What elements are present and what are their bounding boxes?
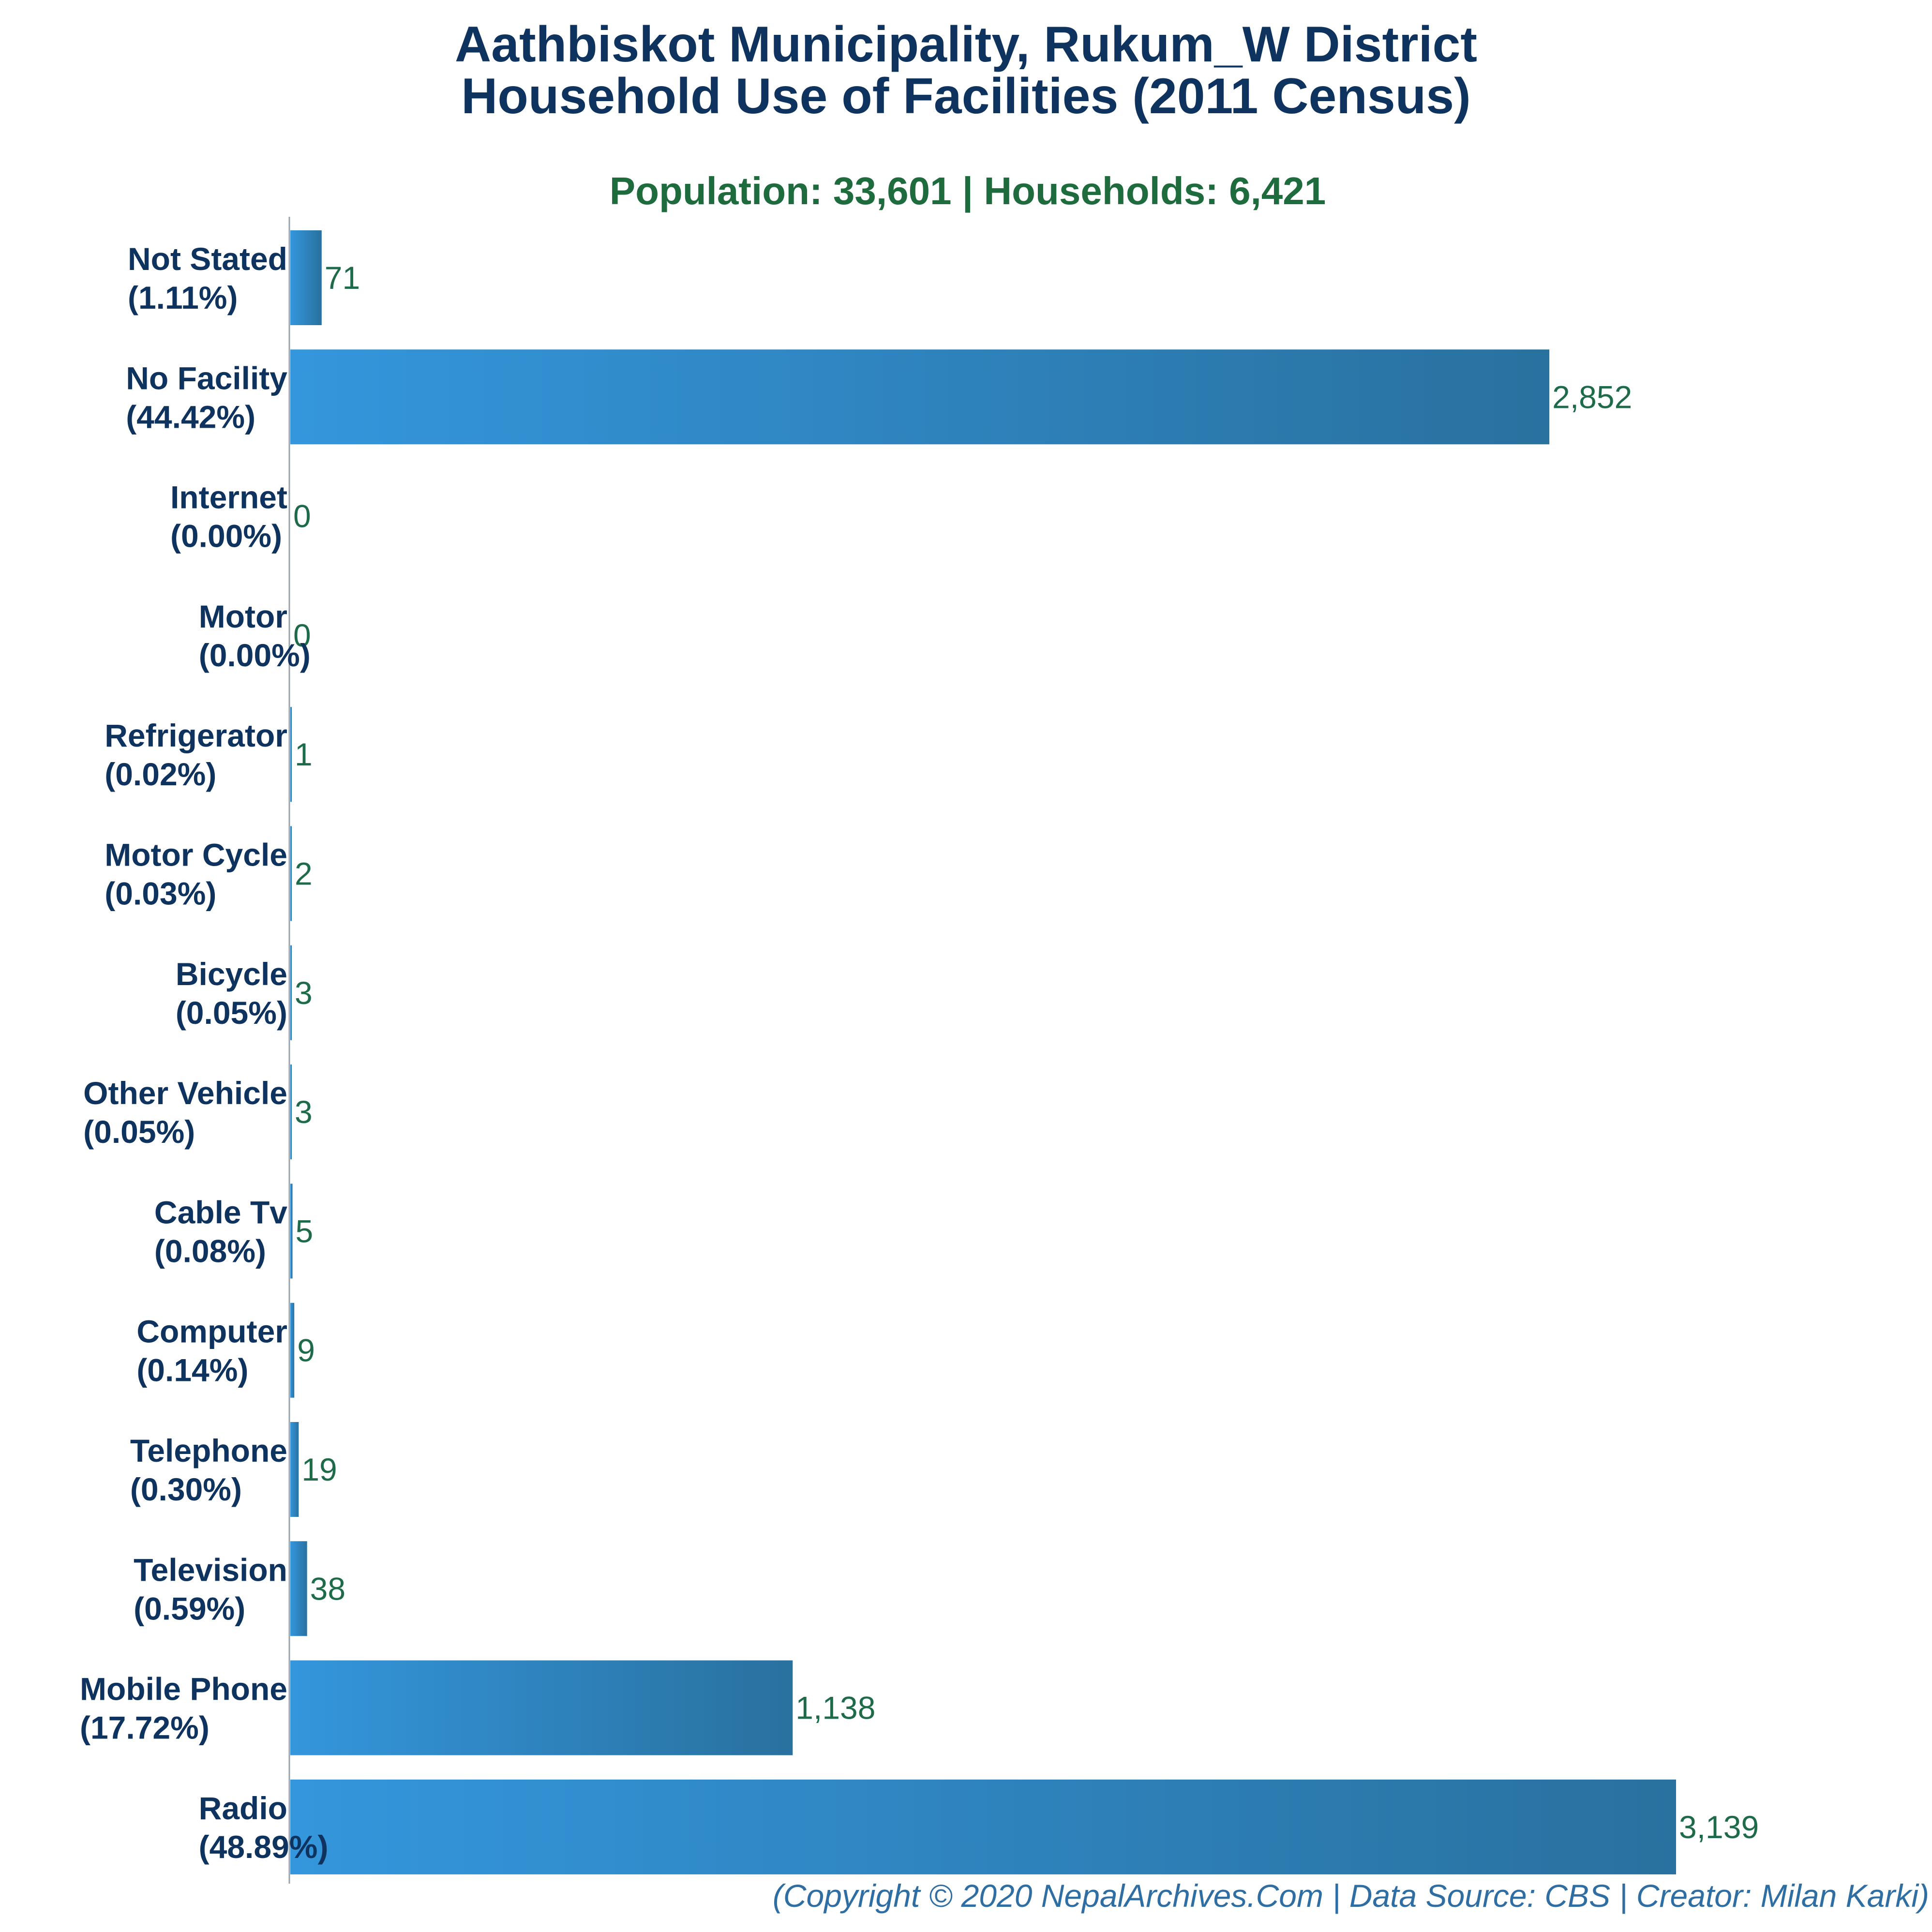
bar-motor-cycle bbox=[290, 826, 292, 921]
bar-refrigerator bbox=[290, 707, 292, 802]
value-label-other-vehicle: 3 bbox=[295, 1094, 313, 1130]
category-label-bicycle: Bicycle (0.05%) bbox=[176, 956, 287, 1031]
value-label-internet: 0 bbox=[293, 498, 311, 534]
value-label-radio: 3,139 bbox=[1679, 1809, 1759, 1845]
category-label-refrigerator: Refrigerator (0.02%) bbox=[105, 718, 287, 792]
bar-television bbox=[290, 1541, 307, 1636]
category-label-motor-cycle: Motor Cycle (0.03%) bbox=[105, 837, 287, 912]
value-label-cable-tv: 5 bbox=[296, 1213, 314, 1249]
category-label-mobile-phone: Mobile Phone (17.72%) bbox=[80, 1671, 287, 1746]
bar-computer bbox=[290, 1303, 295, 1398]
value-label-no-facility: 2,852 bbox=[1552, 379, 1632, 415]
category-label-other-vehicle: Other Vehicle (0.05%) bbox=[83, 1075, 287, 1150]
bar-not-stated bbox=[290, 230, 322, 325]
value-label-refrigerator: 1 bbox=[295, 736, 313, 772]
chart-title-line-1: Aathbiskot Municipality, Rukum_W Distric… bbox=[455, 16, 1477, 73]
value-label-television: 38 bbox=[310, 1571, 345, 1606]
category-label-internet: Internet (0.00%) bbox=[170, 479, 287, 554]
value-label-bicycle: 3 bbox=[295, 975, 313, 1011]
value-label-computer: 9 bbox=[297, 1333, 315, 1368]
bar-other-vehicle bbox=[290, 1064, 292, 1160]
value-label-motor-cycle: 2 bbox=[295, 856, 313, 892]
bar-no-facility bbox=[290, 349, 1550, 445]
bar-mobile-phone bbox=[290, 1660, 793, 1755]
category-label-computer: Computer (0.14%) bbox=[136, 1314, 287, 1388]
category-label-motor: Motor (0.00%) bbox=[199, 599, 311, 673]
category-label-cable-tv: Cable Tv (0.08%) bbox=[154, 1194, 287, 1269]
bar-radio bbox=[290, 1779, 1676, 1874]
bar-cable-tv bbox=[290, 1183, 293, 1279]
chart-subtitle: Population: 33,601 | Households: 6,421 bbox=[609, 169, 1326, 212]
value-label-telephone: 19 bbox=[301, 1452, 337, 1487]
value-label-motor: 0 bbox=[293, 617, 311, 653]
bars-group: 71 Not Stated (1.11%) 2,852 No Facility (44.4… bbox=[80, 230, 1759, 1874]
bar-telephone bbox=[290, 1422, 299, 1517]
category-label-no-facility: No Facility (44.42%) bbox=[126, 360, 287, 434]
category-label-radio: Radio (48.89%) bbox=[199, 1790, 329, 1865]
chart-title-line-2: Household Use of Facilities (2011 Census… bbox=[461, 68, 1471, 124]
value-label-mobile-phone: 1,138 bbox=[795, 1690, 875, 1726]
category-label-telephone: Telephone (0.30%) bbox=[130, 1433, 287, 1507]
value-label-not-stated: 71 bbox=[325, 260, 360, 296]
category-label-not-stated: Not Stated (1.11%) bbox=[128, 241, 287, 315]
copyright-footer: (Copyright © 2020 NepalArchives.Com | Da… bbox=[772, 1878, 1929, 1914]
bar-bicycle bbox=[290, 945, 292, 1040]
category-label-television: Television (0.59%) bbox=[134, 1552, 287, 1626]
